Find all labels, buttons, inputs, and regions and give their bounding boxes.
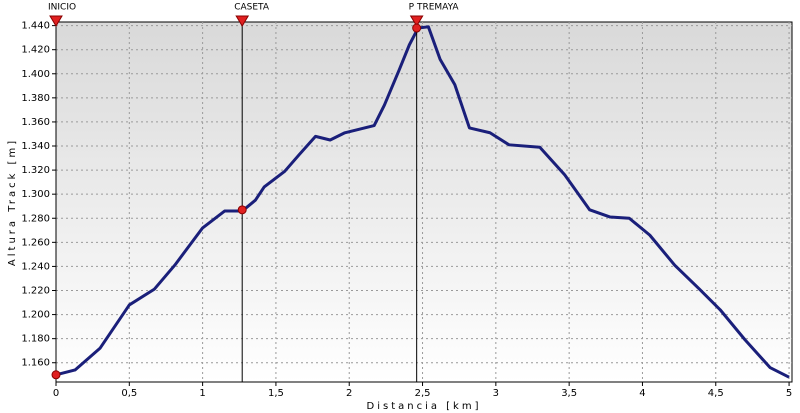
y-tick-label: 1.380 [21, 93, 50, 104]
x-tick-label: 0,5 [121, 388, 137, 399]
waypoint-label: CASETA [234, 3, 270, 13]
x-tick-label: 0 [53, 388, 59, 399]
x-axis-label: Distancia [km] [367, 401, 482, 412]
y-tick-label: 1.340 [21, 141, 50, 152]
x-tick-label: 1,5 [268, 388, 284, 399]
x-tick-label: 1 [199, 388, 205, 399]
y-axis-label: Altura Track [m] [7, 138, 18, 266]
y-tick-label: 1.360 [21, 117, 50, 128]
elevation-line [55, 25, 790, 379]
y-tick-label: 1.220 [21, 285, 50, 296]
x-tick-label: 4,5 [708, 388, 724, 399]
y-tick-label: 1.280 [21, 213, 50, 224]
x-tick-label: 3,5 [561, 388, 577, 399]
y-tick-label: 1.320 [21, 165, 50, 176]
y-tick-label: 1.160 [21, 358, 50, 369]
y-tick-label: 1.440 [21, 21, 50, 32]
x-tick-label: 2,5 [415, 388, 431, 399]
waypoint-label: P TREMAYA [409, 3, 460, 13]
waypoint-flag [235, 15, 250, 27]
waypoint-label: INICIO [48, 3, 76, 13]
waypoint-flag [409, 15, 424, 27]
waypoint-point [51, 370, 61, 380]
y-tick-label: 1.400 [21, 69, 50, 80]
x-tick-label: 4 [639, 388, 645, 399]
y-tick-label: 1.260 [21, 237, 50, 248]
waypoint-point [237, 205, 247, 215]
waypoint-flag [49, 15, 63, 27]
y-tick-label: 1.180 [21, 334, 50, 345]
waypoint-point [412, 23, 422, 33]
x-tick-label: 3 [493, 388, 499, 399]
x-tick-label: 5 [786, 388, 792, 399]
y-tick-label: 1.420 [21, 45, 50, 56]
y-tick-label: 1.240 [21, 261, 50, 272]
y-tick-label: 1.200 [21, 310, 50, 321]
x-tick-label: 2 [346, 388, 352, 399]
plot-area [55, 21, 793, 383]
y-tick-label: 1.300 [21, 189, 50, 200]
